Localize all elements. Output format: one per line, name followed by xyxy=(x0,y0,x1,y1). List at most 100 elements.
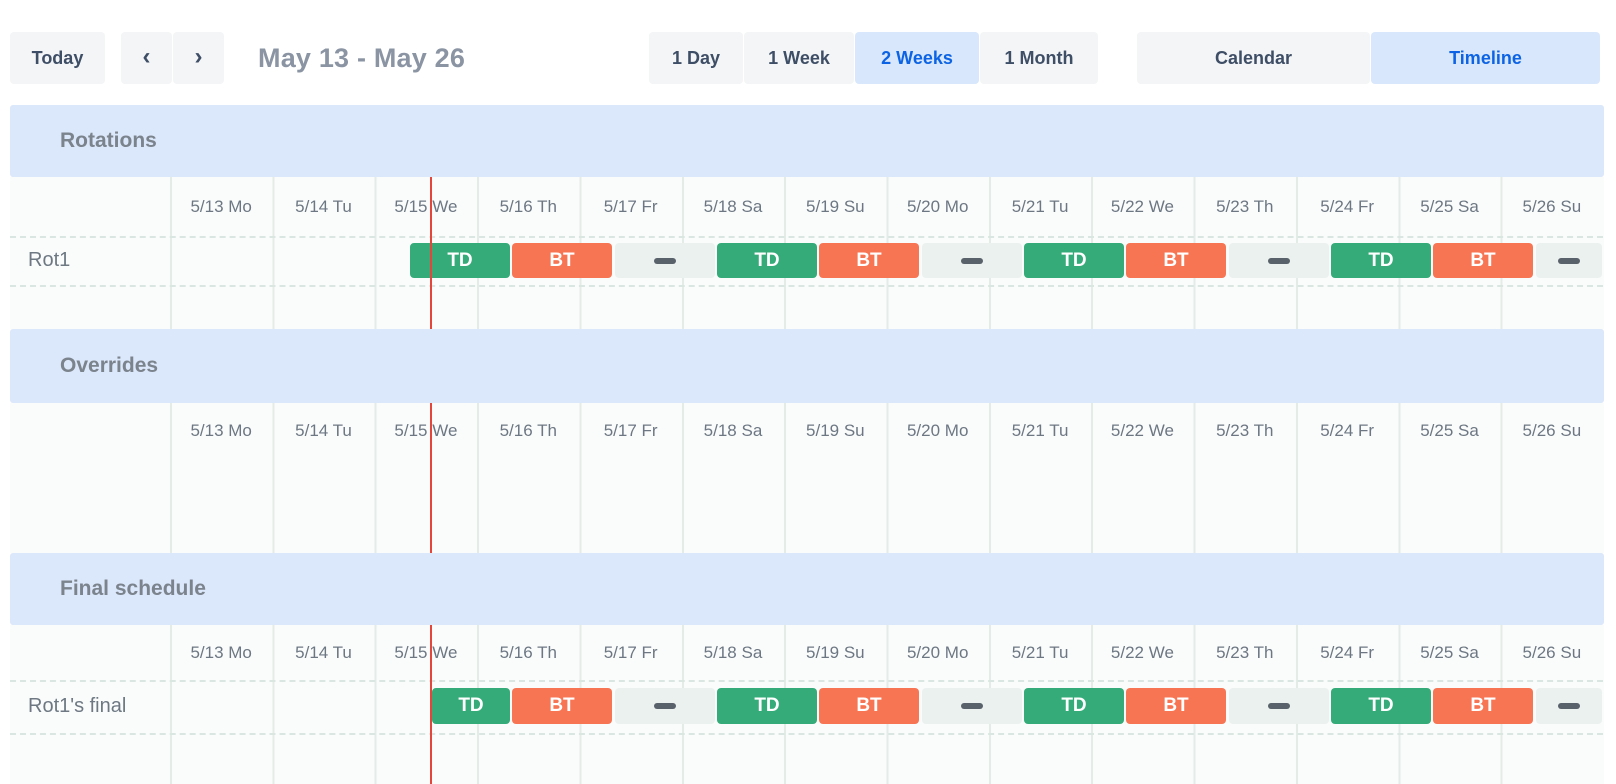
date-cell: 5/13 Mo xyxy=(190,421,252,440)
no-coverage-strip xyxy=(615,688,715,724)
shift-bar-td[interactable]: TD xyxy=(410,243,510,278)
section-overrides: Overrides 5/13 Mo 5/14 Tu 5/15 We 5/16 T… xyxy=(10,329,1604,553)
view-1-day-button[interactable]: 1 Day xyxy=(649,32,743,84)
shift-bar-label: TD xyxy=(1368,249,1394,271)
no-coverage-strip xyxy=(922,243,1022,278)
shift-bar-label: TD xyxy=(1061,249,1087,271)
no-coverage-dash-icon xyxy=(654,703,676,709)
date-cell: 5/15 We xyxy=(394,196,458,216)
shift-bar-bt[interactable]: BT xyxy=(819,243,919,278)
shift-bar-label: TD xyxy=(1061,695,1087,716)
final-schedule-grid: 5/13 Mo 5/14 Tu 5/15 We 5/16 Th 5/17 Fr … xyxy=(10,625,1604,784)
date-cell: 5/26 Su xyxy=(1522,642,1582,662)
date-cell: 5/18 Sa xyxy=(703,642,763,662)
shift-bar-bt[interactable]: BT xyxy=(512,243,612,278)
no-coverage-strip xyxy=(615,243,715,278)
shift-bar-label: TD xyxy=(447,249,473,271)
date-cell: 5/23 Th xyxy=(1216,421,1274,440)
date-range-title: May 13 - May 26 xyxy=(258,42,466,73)
date-cell: 5/18 Sa xyxy=(703,196,763,216)
chevron-left-icon: ‹ xyxy=(142,42,151,70)
shift-bar-label: BT xyxy=(549,249,575,271)
no-coverage-dash-icon xyxy=(1558,257,1580,264)
date-cell: 5/26 Su xyxy=(1522,196,1582,216)
shift-bar-td[interactable]: TD xyxy=(1331,688,1431,724)
date-cell: 5/17 Fr xyxy=(603,421,658,440)
date-cell: 5/16 Th xyxy=(499,642,557,662)
date-header-row: 5/13 Mo 5/14 Tu 5/15 We 5/16 Th 5/17 Fr … xyxy=(170,403,1603,459)
shift-bar-bt[interactable]: BT xyxy=(1433,688,1533,724)
no-coverage-dash-icon xyxy=(1558,703,1580,709)
no-coverage-strip xyxy=(1536,688,1602,724)
shift-bar-bt[interactable]: BT xyxy=(1433,243,1533,278)
date-cell: 5/26 Su xyxy=(1522,421,1582,440)
shift-bar-bt[interactable]: BT xyxy=(819,688,919,724)
shift-bar-td[interactable]: TD xyxy=(1331,243,1431,278)
date-cell: 5/25 Sa xyxy=(1420,421,1479,440)
mode-timeline-button[interactable]: Timeline xyxy=(1371,32,1600,84)
shift-bar-label: TD xyxy=(754,695,780,716)
date-cell: 5/14 Tu xyxy=(295,642,352,662)
section-header-overrides: Overrides xyxy=(10,329,1604,403)
section-title: Rotations xyxy=(60,129,157,152)
section-title: Final schedule xyxy=(60,577,206,600)
date-cell: 5/13 Mo xyxy=(190,196,252,216)
section-final-schedule: Final schedule 5/13 Mo 5/14 Tu 5/15 We 5… xyxy=(10,553,1604,784)
shift-bar-bt[interactable]: BT xyxy=(1126,688,1226,724)
date-cell: 5/25 Sa xyxy=(1420,642,1479,662)
rotations-grid: 5/13 Mo 5/14 Tu 5/15 We 5/16 Th 5/17 Fr … xyxy=(10,177,1604,329)
date-header-row: 5/13 Mo 5/14 Tu 5/15 We 5/16 Th 5/17 Fr … xyxy=(170,177,1603,236)
date-cell: 5/19 Su xyxy=(806,642,865,662)
date-cell: 5/24 Fr xyxy=(1320,196,1375,216)
shift-bar-label: BT xyxy=(1163,695,1189,716)
overrides-grid: 5/13 Mo 5/14 Tu 5/15 We 5/16 Th 5/17 Fr … xyxy=(10,403,1604,553)
shift-bar-td[interactable]: TD xyxy=(717,243,817,278)
mode-calendar-button[interactable]: Calendar xyxy=(1137,32,1370,84)
shift-bar-td[interactable]: TD xyxy=(1024,243,1124,278)
date-cell: 5/23 Th xyxy=(1216,196,1274,216)
next-period-button[interactable]: › xyxy=(173,32,224,84)
date-cell: 5/22 We xyxy=(1110,642,1174,662)
shift-bar-td[interactable]: TD xyxy=(717,688,817,724)
no-coverage-strip xyxy=(1536,243,1602,278)
no-coverage-dash-icon xyxy=(1268,703,1290,709)
shift-bar-label: TD xyxy=(458,695,484,716)
section-title: Overrides xyxy=(60,354,159,377)
shift-bar-label: BT xyxy=(856,695,882,716)
date-cell: 5/25 Sa xyxy=(1420,196,1479,216)
current-time-line xyxy=(430,403,432,553)
view-1-week-label: 1 Week xyxy=(768,47,830,68)
date-cell: 5/14 Tu xyxy=(295,421,352,440)
date-header-row: 5/13 Mo 5/14 Tu 5/15 We 5/16 Th 5/17 Fr … xyxy=(170,625,1603,680)
view-1-week-button[interactable]: 1 Week xyxy=(744,32,854,84)
section-rotations: Rotations 5/13 Mo 5/14 Tu 5/15 We 5/16 T… xyxy=(10,105,1604,329)
day-column-lines xyxy=(170,403,1603,553)
view-1-month-button[interactable]: 1 Month xyxy=(980,32,1098,84)
view-2-weeks-label: 2 Weeks xyxy=(881,47,953,68)
row-label-rot1: Rot1 xyxy=(28,249,71,271)
shift-bar-label: BT xyxy=(1163,249,1189,271)
shift-bar-bt[interactable]: BT xyxy=(1126,243,1226,278)
no-coverage-dash-icon xyxy=(654,257,676,264)
date-cell: 5/24 Fr xyxy=(1320,642,1375,662)
no-coverage-dash-icon xyxy=(961,257,983,264)
date-cell: 5/21 Tu xyxy=(1011,196,1069,216)
date-cell: 5/17 Fr xyxy=(603,642,658,662)
row-divider xyxy=(10,680,1603,682)
shift-bar-bt[interactable]: BT xyxy=(512,688,612,724)
shift-bar-label: BT xyxy=(856,249,882,271)
shift-bar-td[interactable]: TD xyxy=(432,688,510,724)
current-time-line xyxy=(430,177,432,329)
prev-period-button[interactable]: ‹ xyxy=(121,32,172,84)
row-divider xyxy=(10,285,1603,287)
view-2-weeks-button[interactable]: 2 Weeks xyxy=(855,32,979,84)
date-cell: 5/16 Th xyxy=(499,421,557,440)
date-cell: 5/19 Su xyxy=(806,196,865,216)
today-button[interactable]: Today xyxy=(10,32,105,84)
date-cell: 5/21 Tu xyxy=(1011,421,1069,440)
shift-bar-td[interactable]: TD xyxy=(1024,688,1124,724)
view-1-day-label: 1 Day xyxy=(671,47,721,68)
mode-timeline-label: Timeline xyxy=(1449,47,1522,68)
date-cell: 5/19 Su xyxy=(806,421,865,440)
no-coverage-dash-icon xyxy=(961,703,983,709)
